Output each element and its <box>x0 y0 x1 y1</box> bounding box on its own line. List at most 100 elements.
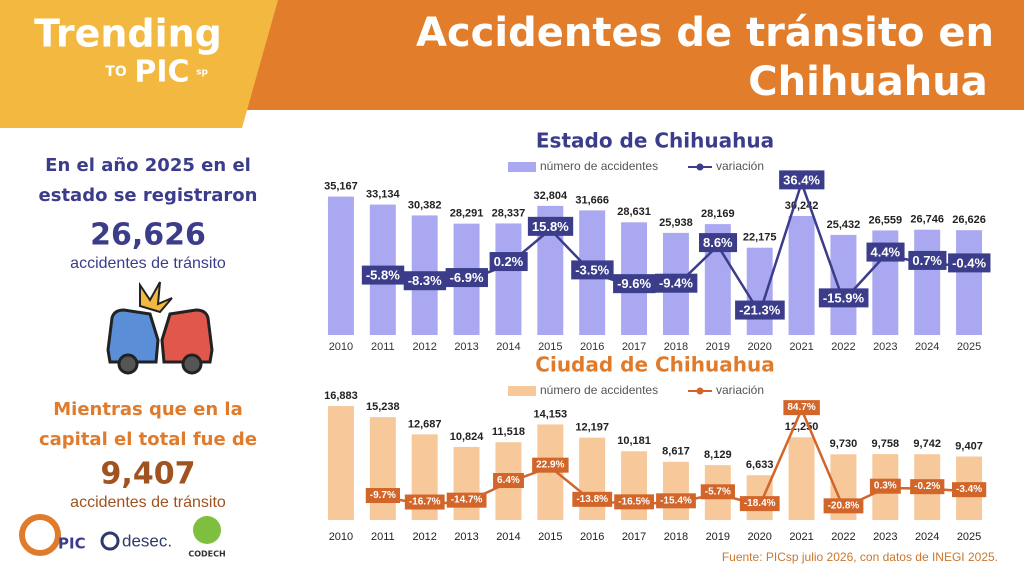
legend-swatch <box>508 162 536 172</box>
variation-label-text: -9.4% <box>659 276 693 291</box>
x-tick-label: 2017 <box>622 531 646 543</box>
source-note: Fuente: PICsp julio 2026, con datos de I… <box>722 550 998 564</box>
brand: Trending <box>34 12 222 56</box>
variation-label: -8.3% <box>403 271 447 291</box>
variation-label-text: -13.8% <box>576 494 608 505</box>
bar-value-label: 9,407 <box>955 440 983 452</box>
variation-label-text: 4.4% <box>870 245 900 260</box>
bar <box>788 437 815 520</box>
variation-label-box <box>952 482 987 498</box>
bar <box>369 417 396 520</box>
variation-label-box <box>404 494 445 510</box>
variation-label-text: 8.6% <box>703 235 733 250</box>
variation-label-text: -0.4% <box>952 255 986 270</box>
variation-label-box <box>910 479 945 495</box>
variation-label-text: -15.9% <box>823 290 865 305</box>
variation-label: 15.8% <box>527 216 574 236</box>
variation-label-box <box>698 233 738 253</box>
bar-value-label: 30,242 <box>785 200 819 212</box>
bar-value-label: 8,129 <box>704 449 732 461</box>
bar-value-label: 26,626 <box>952 214 986 226</box>
bar <box>495 223 522 335</box>
bar-value-label: 14,153 <box>533 408 567 420</box>
variation-label-box <box>493 473 524 489</box>
bar <box>327 406 354 520</box>
variation-label-text: -0.2% <box>914 481 940 492</box>
bar-value-label: 30,382 <box>408 199 442 211</box>
variation-label: -16.5% <box>614 494 655 510</box>
variation-label-box <box>735 300 785 320</box>
bar <box>453 446 480 520</box>
x-tick-label: 2010 <box>329 531 353 543</box>
x-tick-label: 2024 <box>915 531 939 543</box>
variation-label-text: 22.9% <box>536 460 564 471</box>
variation-label-box <box>654 273 698 293</box>
bar-value-label: 12,197 <box>575 422 609 434</box>
bar-value-label: 32,804 <box>533 190 568 202</box>
bar-value-label: 28,337 <box>492 207 526 219</box>
variation-label: -0.2% <box>910 479 945 495</box>
variation-label: -3.5% <box>571 260 614 280</box>
summary-unit: accidentes de tránsito <box>70 255 226 272</box>
variation-label-box <box>700 484 735 500</box>
variation-label: -13.8% <box>572 491 613 507</box>
legend-label: número de accidentes <box>540 383 658 397</box>
variation-label-text: 84.7% <box>787 402 815 413</box>
x-tick-label: 2025 <box>957 531 981 543</box>
variation-label-text: 0.3% <box>874 481 897 492</box>
variation-label-box <box>739 496 780 512</box>
variation-label-box <box>361 265 405 285</box>
bar-value-label: 25,938 <box>659 217 693 229</box>
x-tick-label: 2018 <box>664 341 688 353</box>
x-tick-label: 2015 <box>538 531 562 543</box>
x-tick-label: 2012 <box>412 341 436 353</box>
logo-mark <box>19 514 61 556</box>
bar-value-label: 28,631 <box>617 206 651 218</box>
x-tick-label: 2020 <box>747 341 771 353</box>
variation-label: 0.3% <box>869 478 901 494</box>
bar <box>830 234 857 335</box>
variation-label: 84.7% <box>783 400 820 416</box>
logo: CODECH <box>188 550 225 559</box>
legend-label: variación <box>716 383 764 397</box>
variation-label-text: -15.4% <box>660 495 692 506</box>
city-summary: Mientras que en la capital el total fue … <box>39 399 257 511</box>
bar <box>579 437 606 520</box>
summary-unit: accidentes de tránsito <box>70 494 226 511</box>
variation-label-text: -20.8% <box>828 500 860 511</box>
bar-value-label: 6,633 <box>746 459 774 471</box>
variation-label: 4.4% <box>866 242 905 262</box>
x-tick-label: 2014 <box>496 341 520 353</box>
variation-label: -21.3% <box>735 300 785 320</box>
bar-value-label: 10,181 <box>617 435 651 447</box>
x-tick-label: 2013 <box>454 341 478 353</box>
summary-line: estado se registraron <box>39 185 258 206</box>
variation-label-text: -16.7% <box>409 497 441 508</box>
x-tick-label: 2013 <box>454 531 478 543</box>
bar-value-label: 31,666 <box>575 194 609 206</box>
legend-swatch <box>696 387 704 395</box>
x-tick-label: 2014 <box>496 531 520 543</box>
variation-label-box <box>779 170 825 190</box>
variation-label: -15.9% <box>818 288 869 308</box>
variation-label: -9.4% <box>654 273 698 293</box>
variation-label-text: 6.4% <box>497 475 520 486</box>
x-tick-label: 2015 <box>538 341 562 353</box>
variation-label-text: -5.8% <box>366 268 400 283</box>
variation-label-text: -21.3% <box>739 303 781 318</box>
bar <box>746 247 773 335</box>
variation-label-box <box>866 242 905 262</box>
brand-sp: sp <box>196 68 208 78</box>
legend-label: número de accidentes <box>540 159 658 173</box>
variation-label-box <box>948 253 991 273</box>
variation-label: 22.9% <box>532 457 569 473</box>
bar-value-label: 9,758 <box>872 438 900 450</box>
title-line: Accidentes de tránsito en <box>416 10 994 56</box>
summary-line: Mientras que en la <box>53 399 243 420</box>
variation-label: -18.4% <box>739 496 780 512</box>
variation-label-box <box>446 492 487 508</box>
legend-swatch <box>508 386 536 396</box>
variation-label: 0.2% <box>489 252 528 272</box>
bar-value-label: 10,824 <box>450 431 485 443</box>
